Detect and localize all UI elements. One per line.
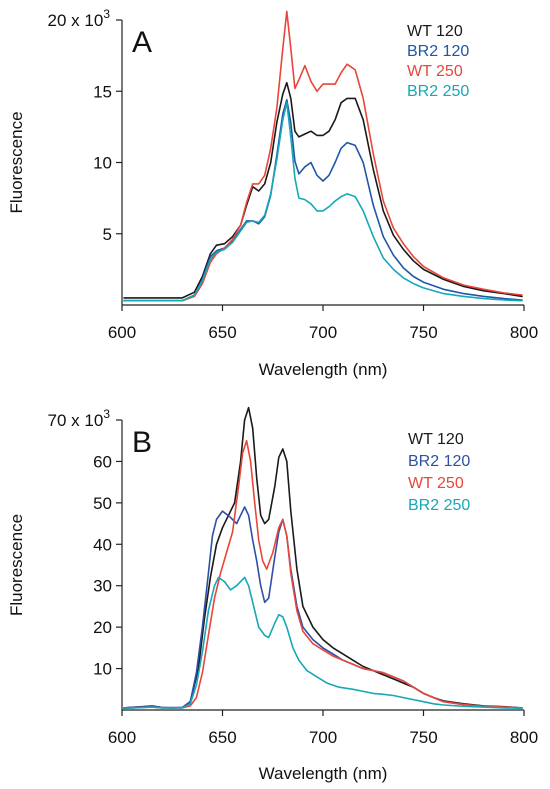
y-tick-label: 40 [93,535,112,554]
legend-entry-br2-120: BR2 120 [407,43,469,60]
legend-entry-br2-120: BR2 120 [408,453,470,470]
series-line-wt-250 [123,10,523,302]
chart-panel-a: 600 650 700 750 800 5 10 15 20 x 103 Wavelength (… [7,7,538,379]
x-tick-label: 750 [409,728,437,747]
x-tick-label: 800 [510,728,538,747]
y-tick-label: 5 [103,225,112,244]
y-top-tick-label: 70 x 103 [48,407,111,430]
chart-panel-b: 600 650 700 750 800 10 20 30 40 50 60 70 x 103 Wavel… [7,406,538,783]
y-top-tick-label: 20 x 103 [48,7,111,30]
y-tick-label: 15 [93,82,112,101]
legend-entry-wt-120: WT 120 [408,431,464,448]
y-top-tick-base: 20 x 10 [48,11,104,30]
panel-label: A [132,26,152,59]
legend-entry-wt-250: WT 250 [408,475,464,492]
y-top-tick-exponent: 3 [103,7,110,21]
legend-entry-wt-250: WT 250 [407,63,463,80]
x-tick-label: 600 [108,323,136,342]
y-tick-label: 50 [93,494,112,513]
series-line-br2-250 [123,576,523,710]
x-tick-label: 600 [108,728,136,747]
y-tick-label: 10 [93,154,112,173]
x-tick-label: 650 [208,323,236,342]
x-tick-label: 700 [309,728,337,747]
panel-label: B [132,426,152,459]
legend-entry-wt-120: WT 120 [407,23,463,40]
series-line-wt-120 [123,406,523,709]
y-tick-label: 20 [93,618,112,637]
y-tick-label: 30 [93,577,112,596]
y-axis-title: Fluorescence [7,111,26,213]
x-axis-title: Wavelength (nm) [259,360,388,379]
legend-entry-br2-250: BR2 250 [407,83,469,100]
legend-entry-br2-250: BR2 250 [408,497,470,514]
x-tick-label: 700 [309,323,337,342]
y-tick-label: 60 [93,452,112,471]
y-top-tick-exponent: 3 [103,407,110,421]
y-tick-label: 10 [93,660,112,679]
x-tick-label: 800 [510,323,538,342]
x-tick-label: 650 [208,728,236,747]
y-axis-title: Fluorescence [7,514,26,616]
x-tick-label: 750 [409,323,437,342]
series-line-wt-250 [123,439,523,710]
x-axis-title: Wavelength (nm) [259,764,388,783]
series-line-br2-250 [123,101,523,302]
series-line-wt-120 [123,81,523,299]
y-top-tick-base: 70 x 10 [48,411,104,430]
